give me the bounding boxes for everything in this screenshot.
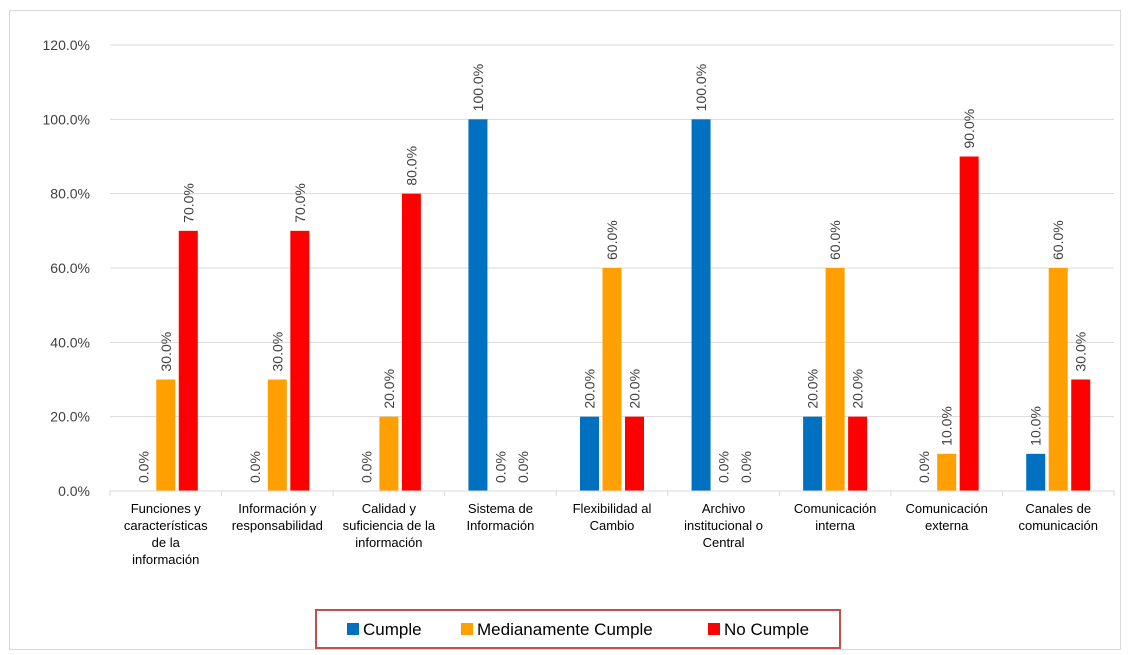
x-category-label: Comunicación externa [905,501,987,533]
legend: Cumple Medianamente Cumple No Cumple [315,609,841,649]
legend-label: Cumple [363,620,422,639]
data-label: 0.0% [515,451,531,483]
x-category-label-line: Comunicación [905,501,987,516]
data-label: 30.0% [269,332,285,372]
bar-cumple [580,416,599,491]
bar-no-cumple [178,230,198,492]
data-label: 60.0% [1050,220,1066,260]
legend-swatch [461,623,473,635]
data-label: 0.0% [135,451,151,483]
data-label: 70.0% [292,183,308,223]
x-category-label-line: Cambio [590,518,635,533]
data-label: 90.0% [961,109,977,149]
x-axis: Funciones y características de la informaci… [109,490,1115,567]
x-category-label-line: Información [466,518,534,533]
bar-medianamente-cumple [937,453,957,491]
x-category-label: Flexibilidad al Cambio [573,501,652,533]
bar-cumple [1026,453,1046,491]
x-category-label: Canales de comunicación [1018,501,1098,533]
bar-cumple [691,119,711,491]
bars [156,119,1091,492]
x-category-label-line: Archivo [702,501,745,516]
x-category-label-line: Funciones y [131,501,202,516]
data-label: 20.0% [582,369,598,409]
x-category-label-line: Central [703,535,745,550]
legend-label: Medianamente Cumple [477,620,653,639]
x-category-label: Calidad y suficiencia de la información [343,501,436,550]
y-tick-label: 20.0% [50,409,90,425]
legend-box [315,609,841,649]
x-category-label-line: responsabilidad [232,518,323,533]
data-label: 70.0% [180,183,196,223]
x-category-label-line: Canales de [1025,501,1091,516]
data-label: 30.0% [158,332,174,372]
x-category-label-line: suficiencia de la [343,518,436,533]
y-tick-label: 40.0% [50,334,90,350]
x-category-label: Archivo institucional o Central [684,501,763,550]
x-category-label-line: de la [152,535,181,550]
bar-cumple [468,119,488,491]
chart-frame: 0.0% 20.0% 40.0% 60.0% 80.0% 100.0% 120.0% 0.0… [9,10,1121,650]
data-labels: 0.0% 30.0% 70.0% 0.0% 30.0% 70.0% 0.0% 20.0% 80.… [135,64,1088,483]
data-label: 100.0% [470,64,486,111]
bar-no-cumple [625,416,644,491]
data-label: 60.0% [827,220,843,260]
legend-swatch [347,623,359,635]
bar-no-cumple [401,193,421,491]
data-label: 60.0% [604,220,620,260]
data-label: 20.0% [850,369,866,409]
data-label: 20.0% [805,369,821,409]
data-label: 10.0% [939,406,955,446]
bar-medianamente-cumple [825,268,845,491]
x-category-label-line: características [124,518,208,533]
y-tick-label: 0.0% [58,483,90,499]
x-category-label-line: comunicación [1018,518,1098,533]
y-tick-label: 60.0% [50,260,90,276]
bar-medianamente-cumple [1048,268,1068,491]
bar-medianamente-cumple [602,268,622,491]
x-category-label-line: externa [925,518,969,533]
y-tick-label: 120.0% [43,37,90,53]
x-category-label-line: información [132,552,199,567]
x-category-label: Comunicación interna [794,501,876,533]
bar-no-cumple [959,156,979,491]
x-category-label-line: Sistema de [468,501,533,516]
bar-chart: 0.0% 20.0% 40.0% 60.0% 80.0% 100.0% 120.0% 0.0… [43,37,1115,649]
data-label: 0.0% [358,451,374,483]
data-label: 80.0% [403,146,419,186]
x-category-label-line: institucional o [684,518,763,533]
bar-cumple [803,416,823,491]
bar-no-cumple [848,416,868,491]
legend-swatch [708,623,720,635]
data-label: 0.0% [492,451,508,483]
data-label: 20.0% [627,369,643,409]
y-axis: 0.0% 20.0% 40.0% 60.0% 80.0% 100.0% 120.0% [43,37,90,499]
x-category-label-line: Calidad y [362,501,417,516]
data-label: 0.0% [716,451,732,483]
data-label: 20.0% [381,369,397,409]
data-label: 10.0% [1028,406,1044,446]
x-category-label-line: información [355,535,422,550]
bar-medianamente-cumple [267,379,287,491]
x-category-label: Información y responsabilidad [232,501,323,533]
data-label: 0.0% [916,451,932,483]
y-tick-label: 100.0% [43,111,90,127]
data-label: 100.0% [693,64,709,111]
bar-no-cumple [290,230,310,492]
x-category-label: Funciones y características de la informaci… [124,501,208,567]
legend-label: No Cumple [724,620,809,639]
x-category-label-line: Flexibilidad al [573,501,652,516]
x-category-label: Sistema de Información [466,501,534,533]
data-label: 0.0% [247,451,263,483]
bar-no-cumple [1071,379,1091,491]
bar-medianamente-cumple [379,416,399,491]
data-label: 0.0% [738,451,754,483]
x-category-label-line: Información y [238,501,317,516]
y-tick-label: 80.0% [50,186,90,202]
x-category-label-line: Comunicación [794,501,876,516]
bar-medianamente-cumple [156,379,176,491]
x-category-label-line: interna [815,518,856,533]
data-label: 30.0% [1073,332,1089,372]
